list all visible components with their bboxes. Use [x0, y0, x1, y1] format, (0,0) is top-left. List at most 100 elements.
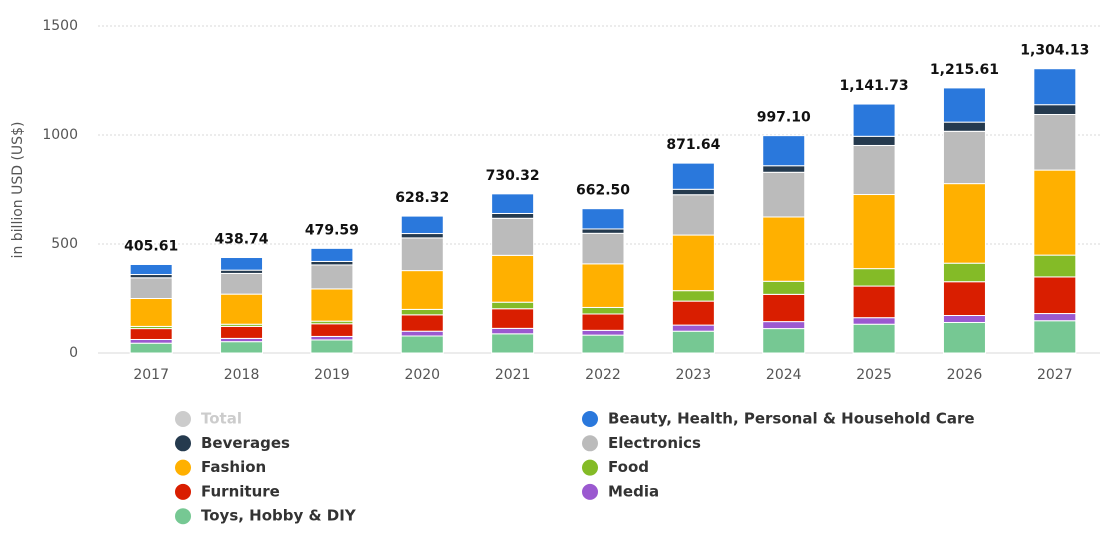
- bar-segment: [942, 183, 986, 264]
- bar-segment: [762, 165, 806, 173]
- bar-segment: [220, 272, 264, 295]
- total-label: 1,215.61: [930, 62, 999, 78]
- legend-marker[interactable]: [582, 459, 598, 476]
- bar-segment: [581, 232, 625, 265]
- y-tick-label: 0: [69, 345, 78, 361]
- bar-segment: [129, 342, 173, 354]
- bar-segment: [762, 293, 806, 323]
- total-label: 730.32: [486, 168, 540, 184]
- legend-marker[interactable]: [582, 483, 598, 500]
- bar-segment: [852, 285, 896, 319]
- y-tick-label: 500: [51, 236, 78, 252]
- total-label: 662.50: [576, 183, 630, 199]
- x-tick-label: 2022: [585, 367, 621, 383]
- x-tick-label: 2019: [314, 367, 350, 383]
- bar-segment: [1033, 276, 1077, 315]
- total-label: 1,141.73: [840, 78, 909, 94]
- bar-segment: [1033, 254, 1077, 278]
- total-label: 871.64: [666, 137, 720, 153]
- bar-segment: [581, 313, 625, 331]
- bar-segment: [491, 212, 535, 219]
- bar-segment: [400, 270, 444, 310]
- bar-segment: [491, 254, 535, 303]
- bar-segment: [581, 263, 625, 308]
- legend-label[interactable]: Media: [608, 482, 659, 500]
- legend-label[interactable]: Fashion: [201, 458, 266, 476]
- y-axis-label: in billion USD (US$): [10, 122, 26, 259]
- bar-segment: [942, 87, 986, 123]
- bar-segment: [671, 188, 715, 196]
- bar-segment: [129, 298, 173, 327]
- bar-segment: [310, 260, 354, 266]
- bar-segment: [400, 308, 444, 316]
- legend-label[interactable]: Toys, Hobby & DIY: [201, 507, 357, 525]
- bar-segment: [852, 268, 896, 287]
- bar-segment: [310, 335, 354, 341]
- legend-marker[interactable]: [175, 508, 191, 525]
- bar-segment: [220, 341, 264, 354]
- bar-segment: [942, 321, 986, 354]
- legend-marker[interactable]: [175, 411, 191, 427]
- legend-marker[interactable]: [582, 411, 598, 427]
- bar-segment: [852, 135, 896, 146]
- legend-label[interactable]: Furniture: [201, 482, 280, 500]
- bar-segment: [762, 135, 806, 167]
- x-tick-label: 2017: [133, 367, 169, 383]
- bar-segment: [400, 237, 444, 272]
- legend-label[interactable]: Food: [608, 458, 649, 476]
- bar-segment: [491, 193, 535, 214]
- x-tick-label: 2021: [495, 367, 531, 383]
- bar-segment: [581, 228, 625, 234]
- legend-label[interactable]: Total: [201, 410, 242, 428]
- bar-segment: [762, 171, 806, 218]
- legend-marker[interactable]: [175, 435, 191, 452]
- x-tick-label: 2026: [947, 367, 983, 383]
- legend-label[interactable]: Electronics: [608, 434, 701, 452]
- bar-segment: [491, 308, 535, 329]
- bar-segment: [581, 306, 625, 315]
- bar-segment: [762, 321, 806, 330]
- legend-marker[interactable]: [175, 459, 191, 476]
- x-tick-label: 2020: [404, 367, 440, 383]
- bar-segment: [762, 328, 806, 354]
- total-label: 479.59: [305, 222, 359, 238]
- legend-marker[interactable]: [582, 435, 598, 452]
- bar-segment: [310, 339, 354, 354]
- bar-segment: [1033, 169, 1077, 256]
- bar-segment: [671, 300, 715, 326]
- bar-segment: [1033, 68, 1077, 106]
- bar-segment: [581, 329, 625, 336]
- bar-segment: [942, 121, 986, 132]
- bar-segment: [942, 130, 986, 185]
- x-tick-label: 2023: [676, 367, 712, 383]
- bar-segment: [220, 257, 264, 271]
- bar-segment: [220, 293, 264, 325]
- bar-segment: [671, 290, 715, 302]
- bar-segment: [400, 330, 444, 337]
- total-label: 997.10: [757, 110, 811, 126]
- bar-segment: [310, 323, 354, 337]
- bar-segment: [852, 194, 896, 270]
- bar-segment: [671, 194, 715, 236]
- bar-segment: [491, 327, 535, 335]
- bar-segment: [400, 314, 444, 332]
- legend-marker[interactable]: [175, 483, 191, 500]
- bar-segment: [581, 208, 625, 230]
- bar-segment: [310, 264, 354, 290]
- y-tick-label: 1500: [42, 18, 78, 34]
- bar-segment: [220, 325, 264, 339]
- legend-label[interactable]: Beauty, Health, Personal & Household Car…: [608, 410, 975, 428]
- bar-segment: [400, 335, 444, 354]
- total-label: 405.61: [124, 239, 178, 255]
- bar-segment: [491, 217, 535, 256]
- bar-segment: [762, 280, 806, 295]
- bar-segment: [852, 144, 896, 196]
- bar-segment: [400, 215, 444, 235]
- bar-segment: [400, 233, 444, 239]
- bar-segment: [129, 328, 173, 340]
- total-label: 628.32: [395, 190, 449, 206]
- legend-label[interactable]: Beverages: [201, 434, 290, 452]
- bar-segment: [762, 216, 806, 282]
- total-label: 1,304.13: [1020, 43, 1089, 59]
